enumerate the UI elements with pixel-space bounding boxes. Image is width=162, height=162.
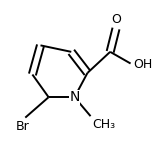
Text: Br: Br <box>16 120 29 133</box>
Text: OH: OH <box>133 58 152 71</box>
Text: N: N <box>69 90 80 104</box>
Text: O: O <box>112 13 122 26</box>
Text: CH₃: CH₃ <box>92 118 116 131</box>
